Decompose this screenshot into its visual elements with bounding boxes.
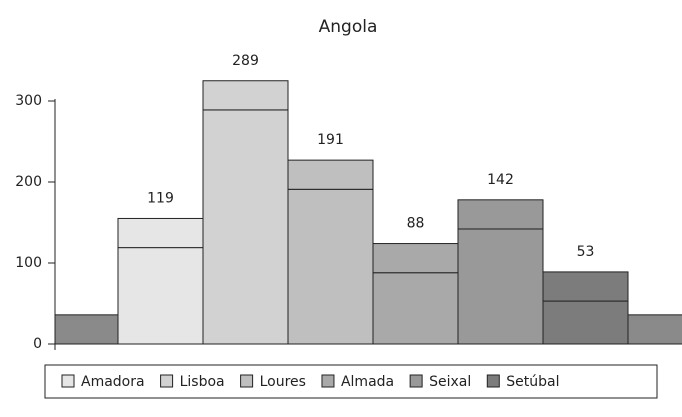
- bar-segment: [372, 272, 459, 345]
- y-tick-label: 200: [15, 174, 42, 190]
- bar-segment: [117, 217, 204, 249]
- legend-label: Setúbal: [506, 374, 559, 390]
- legend-label: Almada: [341, 374, 394, 390]
- legend-swatch: [486, 374, 500, 388]
- y-tick-label: 100: [15, 255, 42, 271]
- value-label: 142: [487, 172, 514, 188]
- bar-segment: [457, 199, 544, 230]
- bar-segment: [287, 159, 374, 190]
- bar-segment: [54, 314, 119, 345]
- value-label: 289: [232, 53, 259, 69]
- y-tick-label: 0: [33, 336, 42, 352]
- value-label: 119: [147, 190, 174, 206]
- legend-swatch: [61, 374, 75, 388]
- bar-segment: [627, 314, 682, 345]
- bar-segment: [202, 80, 289, 111]
- bar-segment: [117, 247, 204, 345]
- value-label: 53: [577, 244, 595, 260]
- value-label: 191: [317, 132, 344, 148]
- legend-swatch: [409, 374, 423, 388]
- legend-box: [44, 364, 658, 399]
- bar-segment: [372, 243, 459, 274]
- y-tick-label: 300: [15, 93, 42, 109]
- legend-label: Lisboa: [180, 374, 225, 390]
- chart-title: Angola: [319, 17, 378, 37]
- bar-segment: [457, 228, 544, 345]
- bar-segment: [542, 271, 629, 302]
- bar-segment: [202, 109, 289, 345]
- legend-label: Loures: [260, 374, 306, 390]
- bar-segment: [287, 188, 374, 345]
- legend-swatch: [321, 374, 335, 388]
- bar-segment: [542, 300, 629, 345]
- value-label: 88: [407, 216, 425, 232]
- legend-swatch: [240, 374, 254, 388]
- legend-label: Seixal: [429, 374, 471, 390]
- legend-swatch: [160, 374, 174, 388]
- legend-label: Amadora: [81, 374, 145, 390]
